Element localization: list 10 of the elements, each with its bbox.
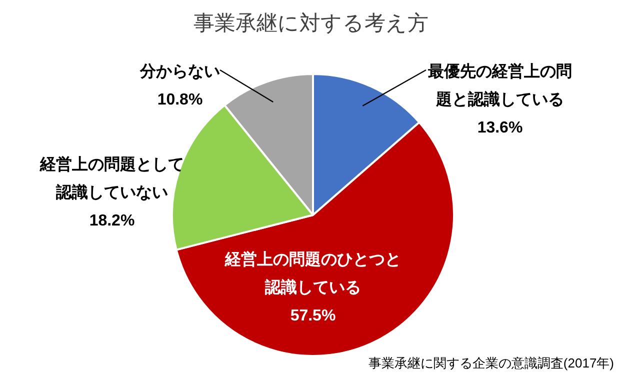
data-label: 13.6% bbox=[477, 119, 523, 136]
text: 事業承継に関する企業の意識調査(2017年) bbox=[368, 356, 614, 371]
data-label: 10.8% bbox=[157, 91, 203, 108]
data-label: 57.5% bbox=[290, 307, 336, 324]
slice-label: 経営上の問題のひとつと認識している bbox=[224, 250, 401, 296]
slice-label: 最優先の経営上の問題と認識している bbox=[427, 62, 572, 108]
slice-label: 経営上の問題として認識していない bbox=[39, 155, 184, 202]
slice-label: 分からない bbox=[139, 62, 220, 80]
data-label: 18.2% bbox=[89, 212, 135, 230]
chart-title: 事業承継に対する考え方 bbox=[194, 12, 428, 35]
